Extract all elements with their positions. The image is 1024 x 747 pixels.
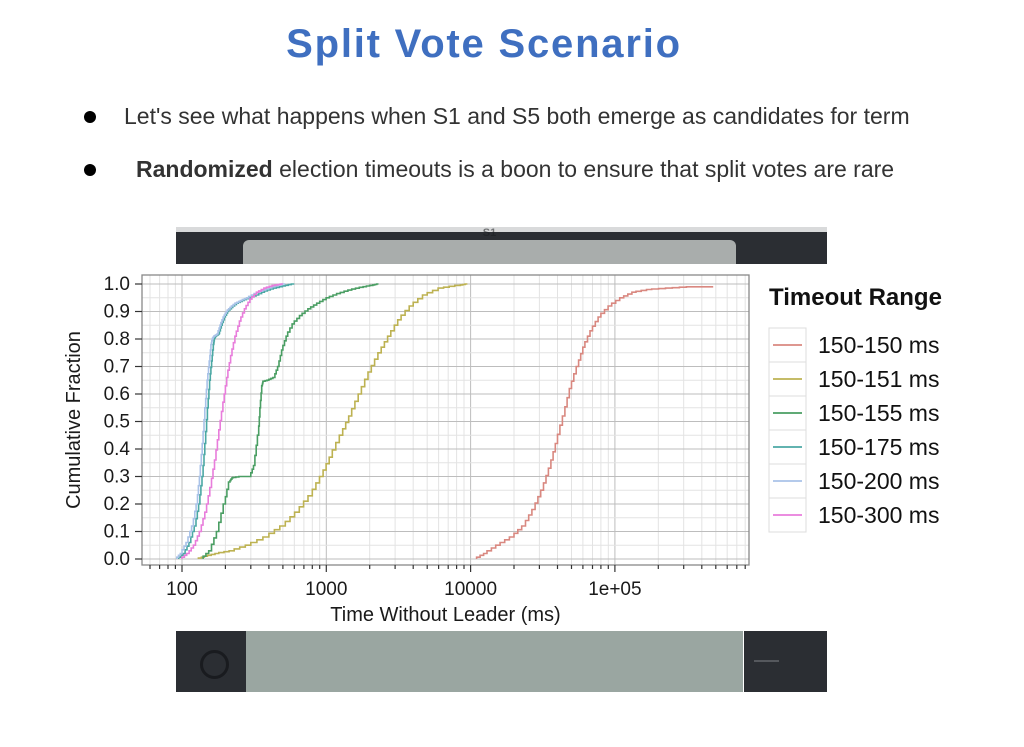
svg-text:150-150 ms: 150-150 ms <box>818 332 939 358</box>
svg-text:Cumulative Fraction: Cumulative Fraction <box>63 331 85 509</box>
svg-text:150-151 ms: 150-151 ms <box>818 366 939 392</box>
svg-text:0.8: 0.8 <box>104 329 130 350</box>
svg-text:0.6: 0.6 <box>104 384 130 405</box>
svg-text:0.7: 0.7 <box>104 357 130 378</box>
svg-text:0.1: 0.1 <box>104 522 130 543</box>
svg-text:1e+05: 1e+05 <box>588 579 641 600</box>
svg-text:100: 100 <box>166 579 198 600</box>
svg-text:0.3: 0.3 <box>104 467 130 488</box>
svg-text:Time Without Leader (ms): Time Without Leader (ms) <box>330 604 560 625</box>
svg-text:0.2: 0.2 <box>104 494 130 515</box>
svg-text:0.5: 0.5 <box>104 412 130 433</box>
svg-text:0.9: 0.9 <box>104 302 130 323</box>
svg-text:150-300 ms: 150-300 ms <box>818 502 939 528</box>
svg-text:150-175 ms: 150-175 ms <box>818 434 939 460</box>
svg-text:1.0: 1.0 <box>104 274 130 295</box>
svg-text:150-200 ms: 150-200 ms <box>818 468 939 494</box>
svg-text:0.0: 0.0 <box>104 549 130 570</box>
svg-text:Timeout Range: Timeout Range <box>769 284 942 311</box>
svg-text:10000: 10000 <box>444 579 497 600</box>
svg-text:1000: 1000 <box>305 579 347 600</box>
svg-text:150-155 ms: 150-155 ms <box>818 400 939 426</box>
svg-text:0.4: 0.4 <box>104 439 131 460</box>
